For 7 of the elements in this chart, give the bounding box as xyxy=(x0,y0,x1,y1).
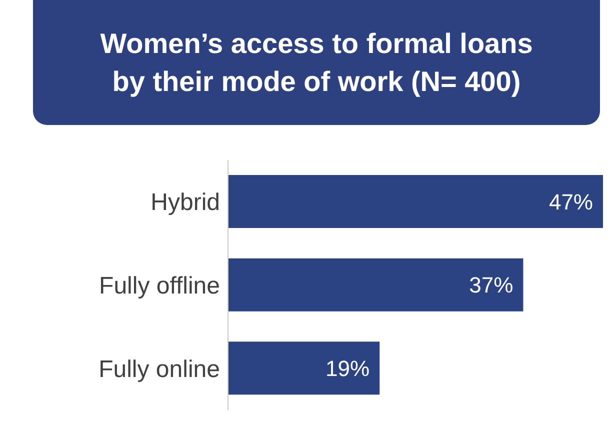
data-label: 19% xyxy=(326,356,370,381)
data-label: 47% xyxy=(548,189,593,214)
y-tick-label: Fully offline xyxy=(99,272,220,300)
data-label: 37% xyxy=(469,272,514,298)
chart-title: Women’s access to formal loans by their mode of work (N= 400) xyxy=(99,26,534,99)
y-tick-label: Hybrid xyxy=(150,189,220,216)
y-tick-label: Fully online xyxy=(98,356,220,383)
